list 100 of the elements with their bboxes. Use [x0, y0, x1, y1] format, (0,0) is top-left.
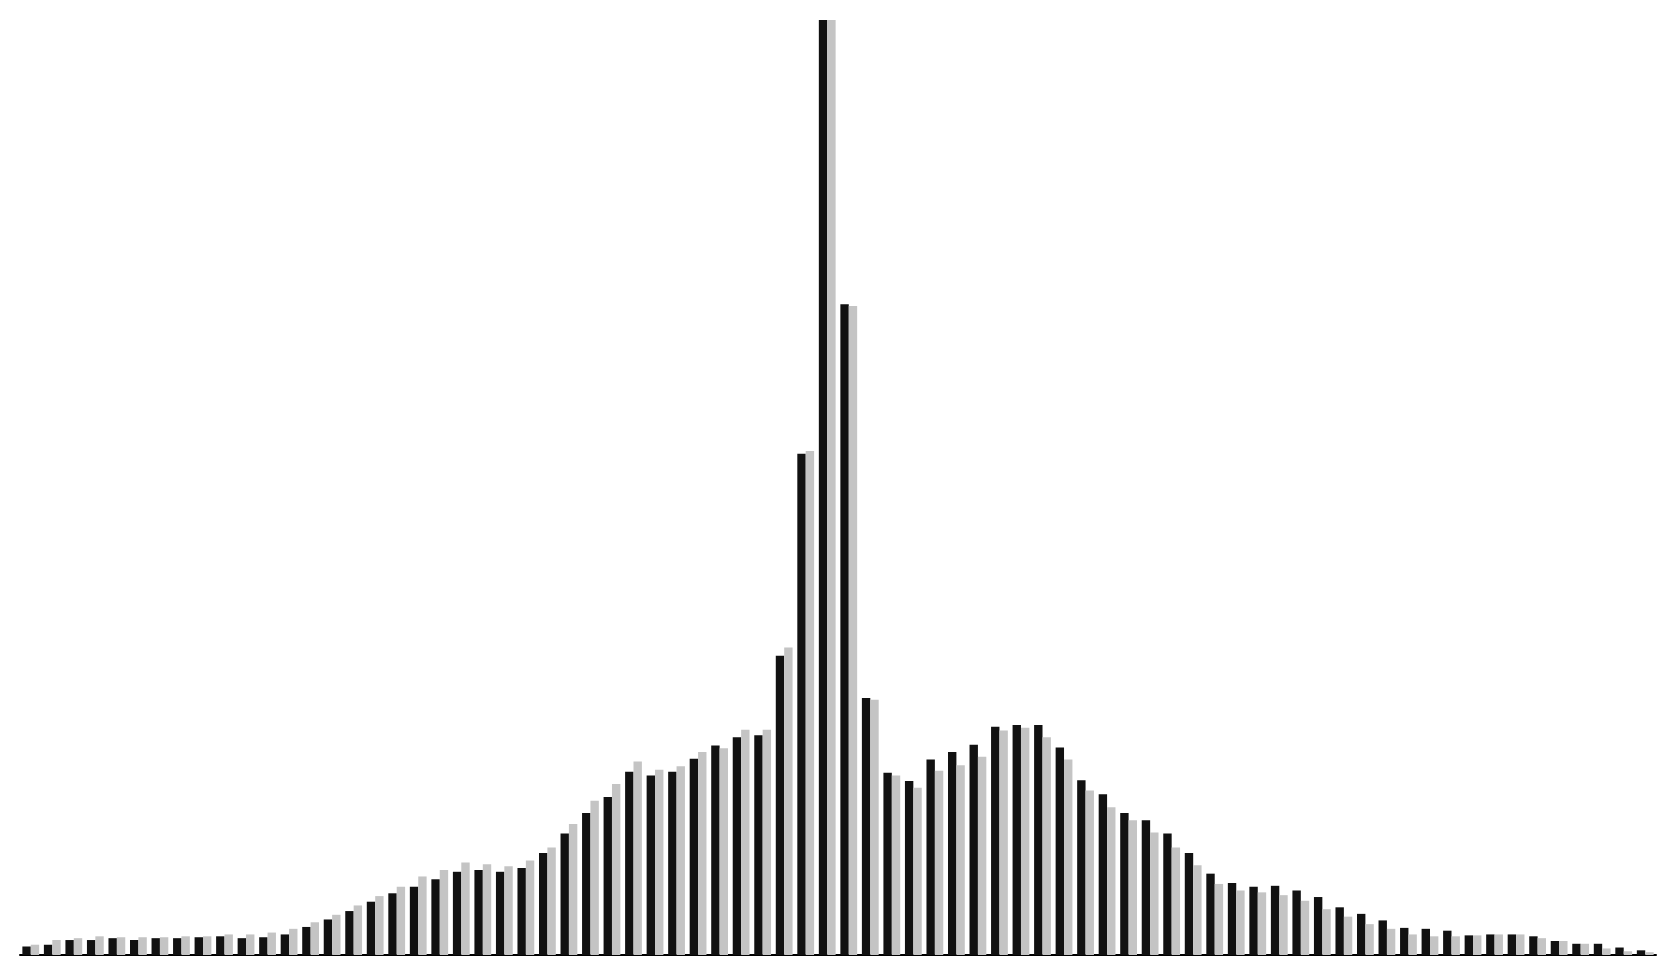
bar — [1494, 934, 1503, 955]
bar — [1300, 900, 1310, 955]
bar — [934, 770, 944, 955]
bar — [1034, 724, 1043, 955]
bar — [1615, 947, 1624, 955]
bar — [1120, 812, 1129, 955]
bar — [237, 938, 247, 955]
bar — [977, 756, 987, 955]
bar — [151, 938, 160, 955]
bar — [259, 937, 268, 955]
bar — [1163, 833, 1172, 955]
bar — [991, 726, 1000, 955]
bar — [461, 862, 470, 955]
bar — [1451, 936, 1460, 955]
bar — [1636, 950, 1646, 955]
bar — [1249, 886, 1258, 955]
bar — [310, 922, 319, 955]
bar — [224, 934, 233, 955]
bar — [582, 812, 591, 955]
bar — [633, 761, 642, 955]
bar — [1429, 936, 1439, 955]
bar — [1507, 934, 1517, 955]
bar — [827, 20, 836, 955]
bar — [891, 775, 901, 955]
bar — [1572, 943, 1581, 955]
bar — [65, 940, 74, 955]
bar — [353, 905, 363, 955]
bar — [1593, 943, 1603, 955]
bar — [159, 937, 169, 955]
bar — [366, 901, 376, 955]
bar — [1378, 920, 1387, 955]
bar — [431, 879, 440, 955]
bar — [1357, 913, 1366, 955]
bar — [655, 769, 664, 955]
bar — [926, 759, 935, 955]
bar — [590, 800, 599, 955]
bar — [1107, 807, 1116, 955]
bar — [1292, 890, 1301, 955]
bar — [482, 864, 492, 955]
bar — [818, 20, 828, 955]
bar — [625, 771, 634, 955]
bar — [1085, 790, 1094, 955]
bar — [913, 787, 922, 955]
bar — [43, 944, 53, 955]
bar — [775, 655, 785, 955]
bar — [611, 783, 621, 955]
bar — [568, 824, 578, 955]
bar — [1279, 895, 1288, 955]
bar — [547, 847, 556, 955]
bar — [805, 451, 815, 955]
bar — [495, 871, 505, 955]
bar — [732, 737, 742, 955]
bar — [1645, 952, 1654, 955]
bar — [948, 752, 957, 955]
bar — [1227, 883, 1237, 955]
bar — [883, 772, 892, 955]
bar — [539, 853, 548, 955]
bar — [1193, 865, 1202, 955]
bar — [1184, 853, 1194, 955]
bar — [1400, 927, 1409, 955]
bar — [840, 304, 849, 955]
bar — [1313, 897, 1323, 955]
bar — [108, 938, 117, 955]
bar — [1020, 727, 1030, 955]
bar — [904, 781, 914, 955]
bar — [289, 928, 298, 955]
bar — [323, 919, 333, 955]
bar — [698, 752, 707, 955]
bar — [1055, 747, 1065, 955]
bar — [1141, 820, 1151, 955]
bar — [797, 453, 806, 955]
bar — [1386, 928, 1396, 955]
bar — [1012, 724, 1021, 955]
bar — [1537, 938, 1546, 955]
bar — [332, 914, 341, 955]
bar — [1128, 820, 1137, 955]
bar — [1236, 890, 1245, 955]
bar — [1623, 951, 1633, 955]
bar — [719, 748, 728, 955]
bar — [1516, 934, 1525, 955]
bar — [452, 871, 462, 955]
bar — [173, 938, 182, 955]
bar — [1443, 930, 1452, 955]
bar — [1486, 934, 1495, 955]
bar — [202, 936, 212, 955]
bar — [439, 869, 449, 955]
bar — [130, 940, 139, 955]
bar — [1270, 885, 1280, 955]
bar — [676, 766, 685, 955]
bar — [181, 936, 190, 955]
bar — [861, 697, 871, 955]
bar — [870, 699, 879, 955]
bar — [375, 896, 384, 955]
bar — [1257, 892, 1267, 955]
bar — [1098, 794, 1108, 955]
bar — [1335, 907, 1344, 955]
bar — [956, 765, 965, 955]
bar — [517, 868, 526, 955]
bar — [1064, 759, 1073, 955]
bar — [848, 306, 858, 955]
